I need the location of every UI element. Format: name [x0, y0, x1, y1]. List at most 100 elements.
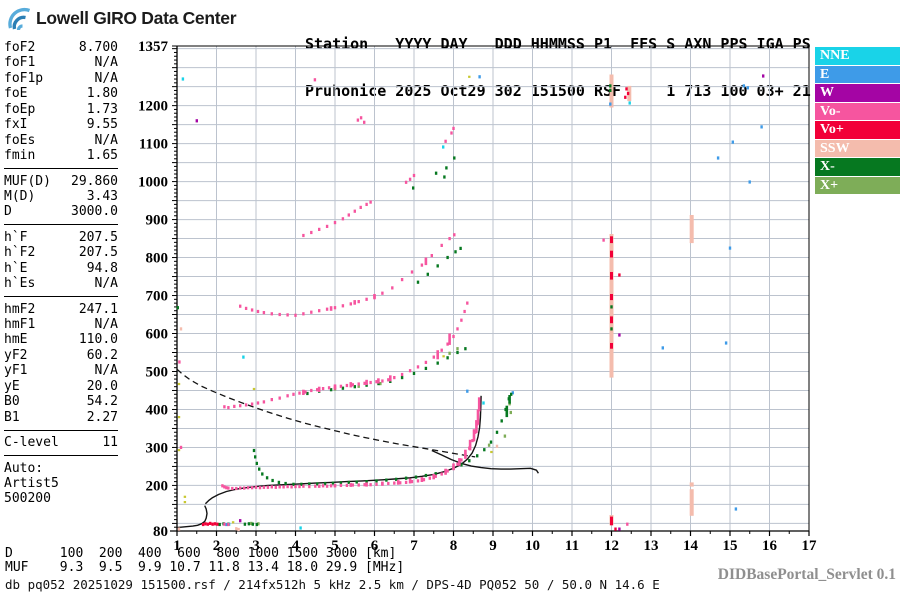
param-row: B0 54.2 [4, 394, 118, 409]
param-value: N/A [94, 55, 118, 71]
echo-series-xminus [176, 84, 613, 527]
x-tick-label: 2 [213, 538, 221, 554]
x-tick-label: 6 [371, 538, 379, 554]
x-tick-label: 10 [525, 538, 540, 554]
param-row: yF2 60.2 [4, 348, 118, 363]
param-value: 247.1 [78, 301, 118, 317]
param-row: foF1p N/A [4, 71, 118, 86]
param-row: M(D) 3.43 [4, 189, 118, 204]
legend-item-e: E [815, 65, 900, 83]
legend-item-voplus: Vo+ [815, 121, 900, 139]
param-label: B0 [4, 394, 20, 410]
param-value: 94.8 [86, 260, 118, 276]
x-tick-label: 4 [292, 538, 300, 554]
param-row: yF1 N/A [4, 363, 118, 378]
param-label: h`Es [4, 276, 36, 292]
param-label: D [4, 204, 12, 220]
x-tick-label: 17 [802, 538, 818, 554]
legend-item-xplus: X+ [815, 176, 900, 194]
x-tick-label: 11 [565, 538, 579, 554]
x-tick-label: 8 [450, 538, 458, 554]
echo-direction-legend: NNE E W Vo- Vo+ SSW X- X+ [815, 47, 900, 195]
x-tick-label: 7 [410, 538, 418, 554]
station-header-line1: Station YYYY DAY DDD HHMMSS P1 FFS S AXN… [305, 35, 811, 53]
param-label: foE [4, 86, 28, 102]
param-value: N/A [94, 70, 118, 86]
echo-series-ssw [177, 74, 694, 532]
echo-series-nne [181, 77, 631, 530]
echo-series-otherminusyellow [177, 75, 493, 524]
y-tick-label: 400 [146, 402, 169, 418]
x-tick-label: 3 [252, 538, 260, 554]
giro-wave-icon [8, 7, 31, 31]
param-row: C-level 11 [4, 435, 118, 450]
param-label: MUF(D) [4, 173, 51, 189]
param-row: hmF2 247.1 [4, 302, 118, 317]
param-value: 207.5 [78, 229, 118, 245]
param-row: MUF(D) 29.860 [4, 174, 118, 189]
x-tick-label: 13 [644, 538, 659, 554]
giro-logo-text: Lowell GIRO Data Center [36, 8, 237, 28]
param-label: h`F [4, 229, 28, 245]
x-tick-label: 14 [683, 538, 699, 554]
param-value: 3000.0 [71, 204, 118, 220]
param-value: 11 [102, 435, 118, 451]
param-row: foE 1.80 [4, 86, 118, 101]
x-tick-label: 12 [604, 538, 619, 554]
param-label: h`E [4, 260, 28, 276]
param-value: 8.700 [78, 40, 118, 55]
param-label: foEp [4, 101, 36, 117]
legend-item-nne: NNE [815, 47, 900, 65]
param-row: foF2 8.700 [4, 40, 118, 55]
legend-item-w: W [815, 84, 900, 102]
param-row: foF1 N/A [4, 55, 118, 70]
param-label: fmin [4, 148, 36, 164]
param-value: 207.5 [78, 245, 118, 261]
x-tick-label: 15 [723, 538, 738, 554]
parameter-panel: foF2 8.700 foF1 N/A foF1p N/A foE 1.80 foEp 1.73 f… [4, 40, 118, 507]
muf-transmission-curve [176, 368, 476, 458]
y-tick-label: 1000 [138, 175, 168, 191]
param-row: Auto: [4, 461, 118, 476]
param-label: yE [4, 378, 20, 394]
profile-extension [431, 449, 539, 474]
param-label: h`F2 [4, 245, 36, 261]
muf-row: MUF 9.3 9.5 9.9 10.7 11.8 13.4 18.0 29.9… [5, 560, 405, 575]
param-label: fxI [4, 117, 28, 133]
param-label: yF1 [4, 363, 28, 379]
param-row: Artist5 [4, 476, 118, 491]
param-label: C-level [4, 435, 59, 451]
param-row: D 3000.0 [4, 204, 118, 219]
legend-item-vominus: Vo- [815, 102, 900, 120]
param-value: 29.860 [71, 173, 118, 189]
param-label: 500200 [4, 491, 51, 507]
param-label: yF2 [4, 347, 28, 363]
y-tick-label: 600 [146, 327, 169, 343]
param-row: h`F 207.5 [4, 230, 118, 245]
panel-separator [4, 292, 118, 302]
param-value: N/A [94, 132, 118, 148]
y-tick-label: 80 [153, 524, 168, 540]
param-row: B1 2.27 [4, 410, 118, 425]
x-tick-label: 5 [331, 538, 339, 554]
servlet-watermark: DIDBasePortal_Servlet 0.1 [717, 566, 896, 583]
x-tick-label: 1 [173, 538, 181, 554]
param-value: 9.55 [86, 117, 118, 133]
y-tick-label: 1357 [138, 39, 169, 55]
param-value: N/A [94, 363, 118, 379]
param-row: h`Es N/A [4, 276, 118, 291]
y-tick-label: 700 [146, 289, 169, 305]
param-value: 110.0 [78, 332, 118, 348]
echo-series-e [225, 75, 763, 527]
param-row: hmE 110.0 [4, 332, 118, 347]
param-label: hmE [4, 332, 28, 348]
param-label: foF2 [4, 40, 36, 55]
param-row: h`E 94.8 [4, 261, 118, 276]
param-value: 1.80 [86, 86, 118, 102]
param-label: Artist5 [4, 475, 59, 491]
param-row: hmF1 N/A [4, 317, 118, 332]
param-label: foEs [4, 132, 36, 148]
legend-item-xminus: X- [815, 158, 900, 176]
param-value: 1.65 [86, 148, 118, 164]
